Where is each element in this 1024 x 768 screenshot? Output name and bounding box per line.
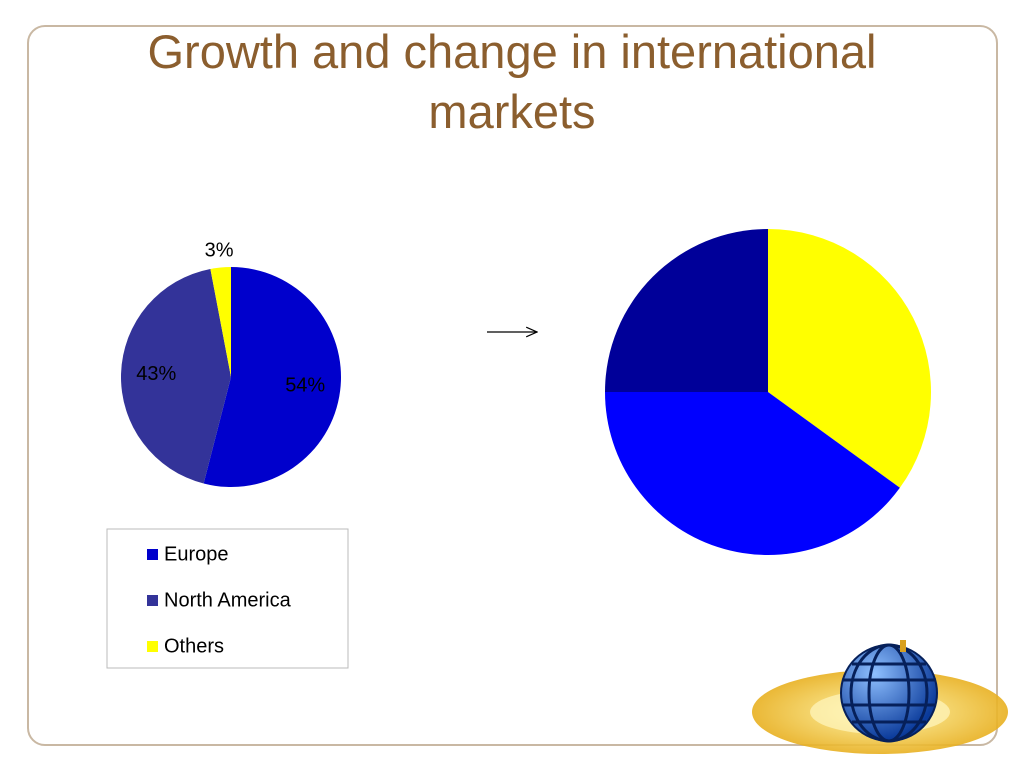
data-label: 54%: [285, 375, 325, 397]
legend-swatch: [147, 595, 158, 606]
legend-swatch: [147, 641, 158, 652]
legend-label: Europe: [164, 543, 229, 565]
pie-slice: [120, 268, 231, 484]
pie-slice: [605, 229, 768, 392]
legend-label: North America: [164, 589, 292, 611]
pie-slice: [768, 229, 931, 488]
globe-logo: [752, 640, 1008, 754]
data-label: 3%: [205, 239, 234, 261]
slide-title: Growth and change in international marke…: [147, 25, 877, 138]
slide-frame: [27, 25, 998, 746]
pie-slice: [604, 392, 900, 555]
pie-slice: [203, 267, 341, 487]
pie-slice: [210, 267, 231, 377]
data-label: 43%: [136, 363, 176, 385]
legend-swatch: [147, 549, 158, 560]
legend-label: Others: [164, 635, 224, 657]
